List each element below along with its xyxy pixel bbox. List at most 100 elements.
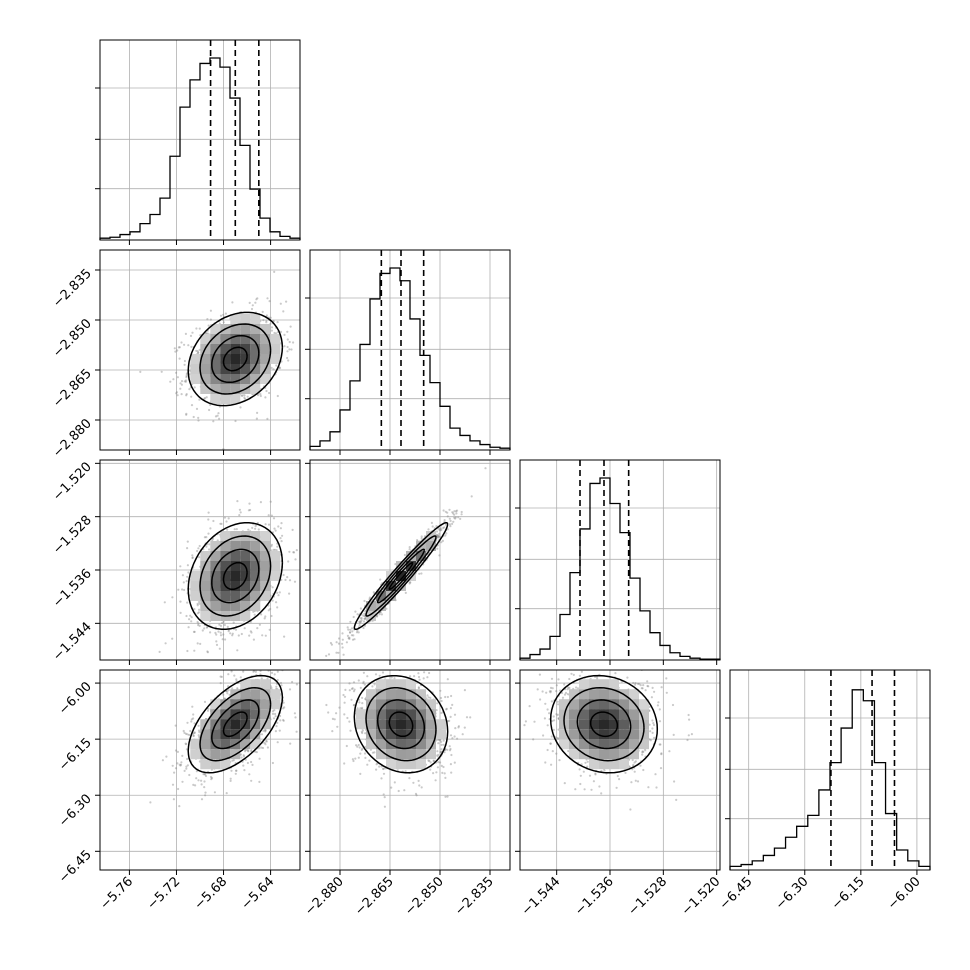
- density-cell: [270, 699, 281, 710]
- contour-line: [211, 699, 260, 750]
- sample-point: [270, 326, 274, 329]
- sample-point: [244, 750, 247, 753]
- sample-point: [243, 396, 246, 399]
- sample-point: [222, 633, 225, 636]
- sample-point: [295, 730, 298, 733]
- sample-point: [174, 767, 178, 770]
- sample-point: [267, 514, 270, 517]
- sample-point: [279, 714, 282, 718]
- sample-point: [287, 359, 290, 362]
- sample-point: [288, 579, 292, 582]
- sample-point: [196, 604, 199, 607]
- sample-point: [442, 509, 445, 512]
- sample-point: [266, 417, 269, 420]
- density-cell: [270, 354, 281, 364]
- sample-point: [353, 638, 356, 641]
- contour-line: [222, 561, 248, 591]
- density-cell: [220, 394, 231, 404]
- density-cell: [240, 571, 251, 581]
- sample-point: [268, 391, 271, 395]
- sample-point: [186, 757, 189, 761]
- sample-point: [198, 327, 201, 330]
- sample-point: [305, 344, 307, 346]
- density-cell: [250, 709, 261, 720]
- sample-point: [188, 388, 191, 391]
- density-cell: [240, 709, 251, 720]
- density-cell: [250, 374, 261, 384]
- sample-point: [231, 687, 234, 690]
- sample-point: [231, 301, 234, 304]
- sample-point: [179, 565, 182, 568]
- sample-point: [204, 794, 207, 797]
- sample-point: [190, 345, 193, 348]
- sample-point: [177, 787, 180, 791]
- sample-point: [174, 350, 177, 353]
- sample-point: [180, 341, 183, 344]
- sample-point: [185, 394, 188, 397]
- sample-point: [420, 572, 423, 575]
- sample-point: [198, 731, 201, 734]
- sample-point: [362, 620, 366, 623]
- sample-point: [217, 412, 220, 415]
- sample-point: [443, 751, 446, 754]
- density-cell: [210, 324, 221, 334]
- sample-point: [197, 624, 200, 627]
- density-cell: [210, 334, 221, 344]
- sample-point: [198, 348, 201, 351]
- histogram-panel-0: [95, 39, 301, 241]
- sample-point: [193, 722, 196, 725]
- sample-point: [221, 638, 224, 641]
- sample-point: [174, 749, 178, 752]
- sample-point: [304, 672, 306, 674]
- sample-point: [247, 750, 250, 753]
- sample-point: [193, 731, 196, 735]
- sample-point: [285, 300, 288, 303]
- density-cell: [210, 601, 221, 611]
- sample-point: [440, 528, 443, 531]
- density-cell: [260, 551, 271, 561]
- sample-point: [264, 729, 267, 732]
- sample-point: [262, 729, 265, 733]
- sample-point: [436, 547, 439, 550]
- sample-point: [269, 607, 272, 611]
- sample-point: [360, 619, 363, 622]
- sample-point: [181, 780, 184, 783]
- sample-point: [416, 539, 419, 542]
- sample-point: [341, 646, 344, 649]
- sample-point: [420, 537, 423, 540]
- sample-point: [270, 514, 273, 517]
- sample-point: [190, 718, 193, 721]
- sample-point: [291, 680, 294, 684]
- sample-point: [252, 638, 255, 641]
- density-cell: [250, 739, 261, 750]
- sample-point: [183, 731, 186, 735]
- sample-point: [282, 701, 285, 704]
- sample-point: [188, 773, 191, 777]
- sample-point: [349, 631, 352, 634]
- sample-point: [226, 690, 229, 693]
- sample-point: [390, 676, 393, 679]
- sample-point: [286, 330, 289, 333]
- density-cell: [250, 354, 261, 364]
- sample-point: [230, 769, 233, 772]
- sample-point: [249, 630, 252, 633]
- sample-point: [451, 522, 454, 526]
- sample-point: [284, 663, 286, 665]
- panel-frame: [309, 249, 511, 451]
- sample-point: [272, 368, 275, 371]
- density-cell: [220, 374, 231, 384]
- sample-point: [193, 731, 196, 734]
- sample-point: [198, 600, 201, 604]
- sample-point: [455, 509, 459, 512]
- sample-point: [241, 394, 244, 397]
- sample-point: [237, 634, 240, 637]
- density-cell: [210, 364, 221, 374]
- density-cell: [230, 334, 241, 344]
- sample-point: [158, 650, 161, 654]
- sample-point: [179, 764, 182, 767]
- sample-point: [201, 629, 204, 632]
- density-cell: [260, 531, 271, 541]
- sample-point: [352, 759, 355, 763]
- sample-point: [417, 687, 420, 690]
- panel-content: [149, 663, 306, 808]
